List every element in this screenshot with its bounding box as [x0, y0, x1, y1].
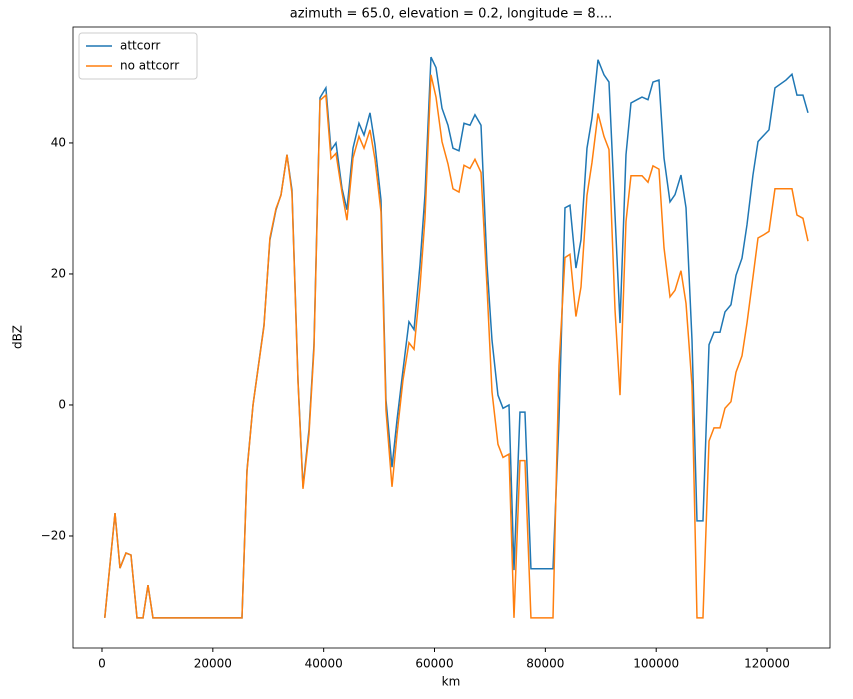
y-tick-label: 40 [51, 135, 66, 149]
y-tick-label: −20 [41, 528, 66, 542]
x-tick-label: 0 [98, 657, 106, 671]
y-axis-label: dBZ [11, 325, 25, 349]
legend-label: attcorr [120, 39, 160, 53]
legend-box [78, 32, 198, 80]
x-tick-label: 60000 [415, 657, 453, 671]
chart-title: azimuth = 65.0, elevation = 0.2, longitu… [290, 7, 613, 22]
plot-frame [72, 26, 831, 649]
data-line [104, 74, 809, 619]
x-tick-label: 20000 [194, 657, 232, 671]
x-tick-label: 40000 [305, 657, 343, 671]
y-tick-label: 0 [58, 397, 66, 411]
data-line [104, 56, 809, 619]
legend-label: no attcorr [120, 59, 179, 73]
x-tick-label: 120000 [744, 657, 790, 671]
x-axis-label: km [442, 675, 461, 689]
y-tick-label: 20 [51, 266, 66, 280]
x-tick-label: 80000 [526, 657, 564, 671]
x-tick-label: 100000 [633, 657, 679, 671]
